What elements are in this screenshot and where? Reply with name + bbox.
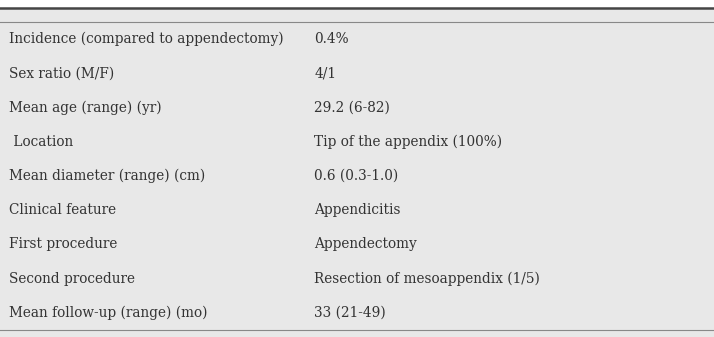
Text: Second procedure: Second procedure xyxy=(9,272,135,286)
Text: Clinical feature: Clinical feature xyxy=(9,203,116,217)
Text: Mean age (range) (yr): Mean age (range) (yr) xyxy=(9,100,162,115)
Text: 0.4%: 0.4% xyxy=(314,32,348,46)
Text: Incidence (compared to appendectomy): Incidence (compared to appendectomy) xyxy=(9,32,284,46)
Text: 4/1: 4/1 xyxy=(314,66,336,80)
Text: Tip of the appendix (100%): Tip of the appendix (100%) xyxy=(314,134,502,149)
Text: Resection of mesoappendix (1/5): Resection of mesoappendix (1/5) xyxy=(314,272,540,286)
Text: 29.2 (6-82): 29.2 (6-82) xyxy=(314,100,390,115)
Text: First procedure: First procedure xyxy=(9,238,118,251)
Text: Mean diameter (range) (cm): Mean diameter (range) (cm) xyxy=(9,169,206,183)
Text: Mean follow-up (range) (mo): Mean follow-up (range) (mo) xyxy=(9,306,208,320)
Text: Appendectomy: Appendectomy xyxy=(314,238,417,251)
Text: Location: Location xyxy=(9,135,74,149)
Text: 0.6 (0.3-1.0): 0.6 (0.3-1.0) xyxy=(314,169,398,183)
Text: 33 (21-49): 33 (21-49) xyxy=(314,306,386,320)
Text: Appendicitis: Appendicitis xyxy=(314,203,401,217)
Text: Sex ratio (M/F): Sex ratio (M/F) xyxy=(9,66,114,80)
Bar xyxy=(0,0,714,8)
